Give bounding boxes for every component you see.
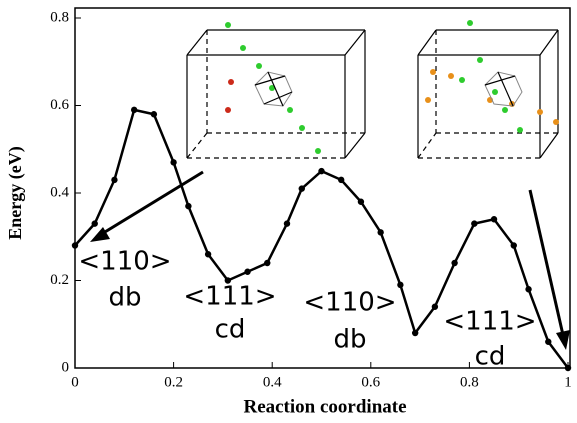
y-tick-label: 0.4: [50, 184, 69, 200]
point: [411, 329, 419, 337]
annotation: db: [333, 325, 366, 355]
x-tick-label: 0.6: [361, 374, 380, 390]
annotation: <110>: [303, 288, 396, 318]
point: [318, 167, 325, 175]
inset-structure-left: [186, 22, 366, 159]
plot-frame: [74, 7, 571, 369]
point: [185, 202, 192, 210]
inset-structure-right: [417, 20, 559, 159]
point: [510, 242, 517, 249]
y-tick-label: 0.2: [50, 272, 69, 288]
point: [111, 176, 118, 184]
y-axis-label: Energy (eV): [5, 146, 26, 239]
point: [397, 281, 404, 289]
point: [130, 106, 138, 114]
point: [71, 242, 79, 249]
x-tick-label: 1: [564, 374, 572, 390]
point: [471, 220, 478, 227]
x-tick-label: 0: [71, 374, 79, 390]
point: [298, 185, 305, 192]
annotation: <110>: [78, 247, 171, 277]
point: [525, 286, 532, 293]
point: [224, 277, 232, 284]
y-tick-label: 0.6: [50, 97, 69, 113]
point: [283, 220, 291, 227]
point: [545, 338, 552, 345]
point: [244, 268, 251, 275]
point: [91, 220, 98, 227]
annotation: cd: [215, 315, 246, 345]
annotation: db: [108, 283, 141, 313]
arrows: [90, 170, 570, 350]
point: [451, 259, 458, 267]
point: [490, 216, 498, 223]
point: [204, 251, 212, 258]
y-tick-label: 0.8: [50, 9, 69, 25]
x-axis-label: Reaction coordinate: [243, 396, 406, 417]
point: [431, 303, 439, 310]
annotation: <111>: [183, 282, 276, 312]
x-tick-label: 0.8: [460, 374, 479, 390]
x-tick-label: 0.4: [263, 374, 282, 390]
point: [377, 229, 384, 236]
point: [170, 159, 177, 166]
annotation: <111>: [443, 307, 536, 337]
y-tick-label: 0: [62, 359, 70, 375]
point: [564, 364, 572, 372]
point: [150, 111, 158, 118]
point: [264, 259, 271, 267]
annotation: cd: [475, 342, 506, 372]
point: [338, 176, 345, 184]
x-tick-label: 0.2: [164, 374, 183, 390]
point: [357, 198, 365, 205]
